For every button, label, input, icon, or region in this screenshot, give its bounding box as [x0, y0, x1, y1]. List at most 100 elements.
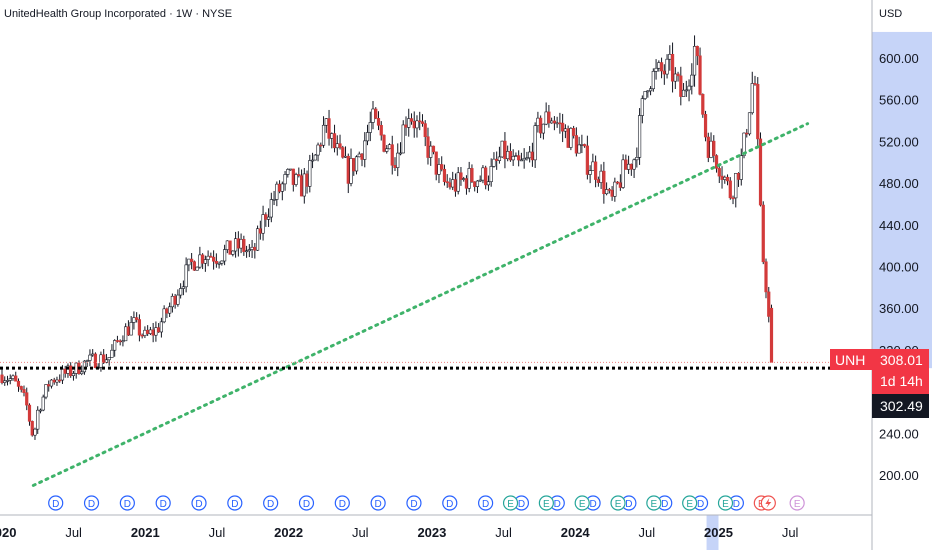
candle [170, 293, 174, 313]
candle [371, 101, 375, 130]
candle [74, 362, 78, 379]
dividend-marker[interactable]: D [191, 495, 207, 511]
candle [217, 261, 221, 269]
dividend-marker[interactable]: D [155, 495, 171, 511]
dividend-marker-label: D [375, 499, 382, 510]
candle [242, 235, 246, 256]
candle [357, 151, 361, 158]
earnings-marker[interactable]: E [646, 495, 662, 511]
symbol-tag-bg [830, 349, 872, 370]
dividend-marker-label: D [554, 499, 561, 510]
candle [572, 125, 576, 139]
trendline[interactable] [31, 122, 810, 487]
price-tick-label: 360.00 [879, 301, 919, 316]
candle [214, 253, 218, 268]
dividend-marker[interactable]: D [263, 495, 279, 511]
dividend-marker-label: D [88, 499, 95, 510]
candle [330, 132, 334, 149]
dividend-marker[interactable]: D [442, 495, 458, 511]
dividend-marker[interactable]: D [298, 495, 315, 511]
earnings-marker[interactable]: E [538, 495, 554, 511]
candle [398, 142, 403, 156]
time-tick-label: 2022 [274, 525, 303, 540]
earnings-marker[interactable]: E [574, 495, 590, 511]
candle [662, 64, 666, 85]
dividend-marker-label: D [410, 499, 417, 510]
dividend-marker[interactable]: D [370, 495, 386, 511]
earnings-marker[interactable]: E [610, 495, 626, 511]
dividend-marker-label: D [697, 499, 704, 510]
dividend-marker[interactable]: D [119, 495, 135, 511]
earnings-marker[interactable]: E [502, 495, 519, 511]
candle [761, 201, 765, 265]
candle [525, 151, 529, 161]
candle [55, 376, 59, 386]
earnings-marker[interactable]: E [682, 495, 698, 511]
lightning-icon [765, 498, 772, 508]
earnings-marker[interactable]: E [717, 495, 734, 511]
price-tick-label: 440.00 [879, 218, 919, 233]
candle [500, 140, 504, 159]
candle [321, 116, 326, 148]
candle [379, 121, 383, 141]
candle [121, 335, 125, 347]
candle [269, 192, 273, 223]
currency-label[interactable]: USD [879, 8, 902, 20]
price-axis-ticks: 600.00 560.00 520.00 480.00 440.00 400.00 360.… [879, 51, 919, 483]
dividend-marker[interactable]: D [406, 495, 422, 511]
candle [654, 59, 658, 80]
candle [684, 80, 688, 97]
candle [30, 420, 34, 437]
candle [58, 374, 62, 383]
candle [277, 180, 282, 194]
candle [302, 167, 306, 204]
candle [335, 135, 339, 156]
candle [132, 311, 136, 330]
earnings-marker-label: E [579, 499, 586, 510]
candle [437, 158, 441, 184]
candle [36, 406, 40, 434]
price-tick-label: 200.00 [879, 468, 919, 483]
candle [415, 115, 419, 138]
candle [591, 153, 595, 171]
candle [758, 132, 763, 207]
dividend-marker[interactable]: D [48, 495, 64, 511]
candle [181, 280, 185, 296]
candle [382, 134, 386, 153]
candle [725, 174, 730, 186]
candle [291, 168, 295, 192]
candle [464, 175, 469, 195]
candle [308, 154, 312, 193]
dividend-marker-label: D [625, 499, 632, 510]
candle [442, 164, 447, 186]
candle [390, 135, 394, 175]
candle [522, 148, 526, 169]
dividend-marker[interactable]: D [227, 495, 243, 511]
candle [651, 68, 655, 92]
dividend-marker[interactable]: D [83, 495, 100, 511]
candle [143, 326, 147, 339]
candle [173, 293, 177, 309]
candle [201, 253, 205, 270]
split-marker[interactable] [760, 495, 776, 511]
dividend-marker-label: D [160, 499, 167, 510]
candle [404, 116, 408, 136]
candle [706, 132, 710, 163]
dividend-marker[interactable]: D [478, 495, 494, 511]
candle [624, 154, 628, 170]
candle [80, 365, 84, 376]
candle [118, 339, 122, 346]
candle [552, 116, 556, 131]
candle [258, 220, 262, 240]
dividend-marker-label: D [518, 499, 525, 510]
candle [16, 378, 21, 392]
candle [165, 307, 169, 319]
candle [610, 186, 614, 201]
dividend-marker-label: D [339, 499, 346, 510]
time-tick-label: Jul [782, 525, 799, 540]
dividend-marker[interactable]: D [334, 495, 350, 511]
candle [341, 145, 345, 159]
earnings-marker[interactable]: E [789, 495, 805, 511]
